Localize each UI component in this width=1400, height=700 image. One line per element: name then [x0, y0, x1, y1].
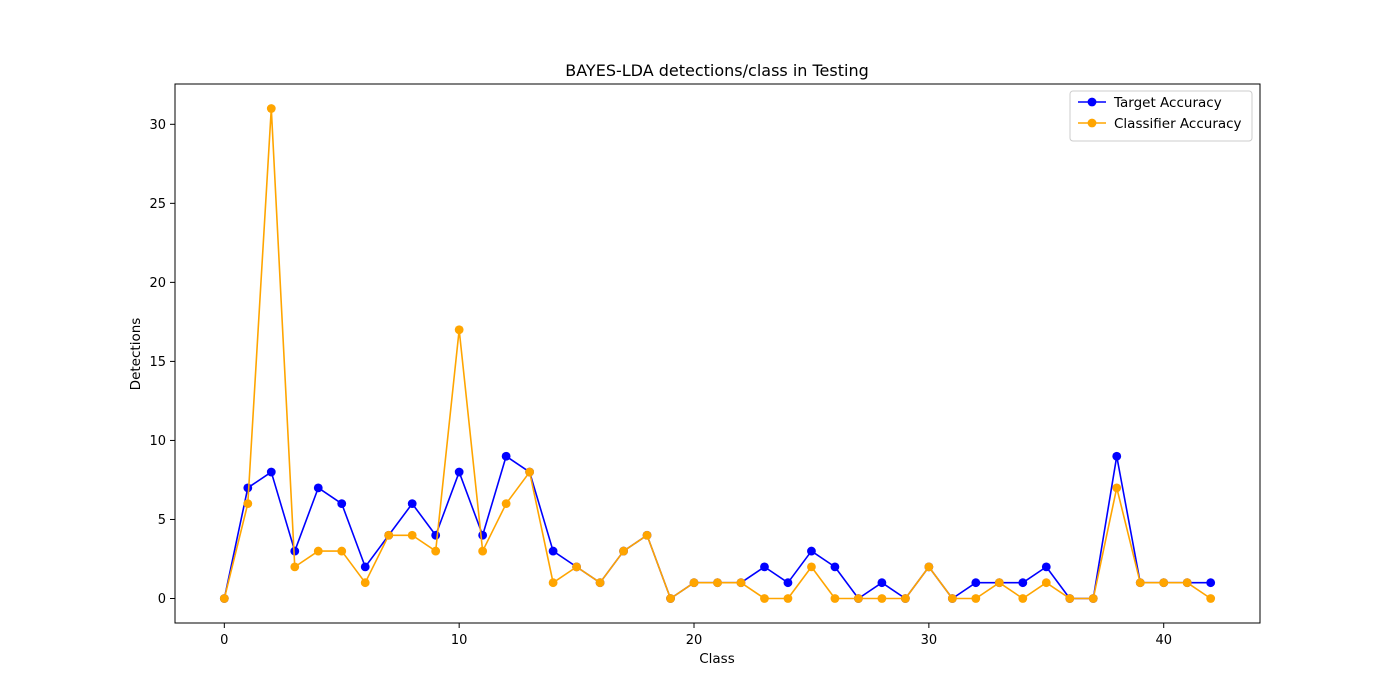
legend-label: Classifier Accuracy	[1114, 116, 1242, 132]
data-point	[1206, 578, 1216, 588]
x-tick-label: 40	[1155, 633, 1172, 648]
legend-item: Classifier Accuracy	[1078, 116, 1242, 132]
x-tick-label: 20	[686, 633, 703, 648]
data-point	[337, 499, 347, 509]
data-point	[431, 530, 441, 540]
legend-marker	[1087, 97, 1097, 107]
data-point	[243, 499, 253, 509]
legend-item: Target Accuracy	[1078, 95, 1222, 111]
series-1	[219, 104, 1216, 603]
data-point	[313, 483, 323, 493]
y-tick-label: 30	[149, 118, 166, 133]
data-point	[219, 594, 229, 603]
data-point	[807, 562, 816, 572]
y-tick-label: 5	[158, 513, 166, 528]
data-point	[830, 562, 840, 572]
data-point	[689, 578, 699, 588]
y-tick-label: 25	[149, 197, 166, 212]
data-point	[1041, 562, 1051, 572]
data-point	[1206, 594, 1216, 603]
axes: 0 10 20 30 40 0 5 10 15 20 25 30	[149, 83, 1261, 648]
data-point	[877, 594, 887, 603]
data-point	[1182, 578, 1192, 588]
data-point	[407, 530, 417, 540]
y-axis-label: Detections	[128, 318, 144, 391]
data-point	[713, 578, 722, 588]
data-point	[877, 578, 887, 588]
y-tick-label: 0	[158, 592, 166, 607]
x-axis-label: Class	[699, 651, 735, 667]
data-point	[384, 530, 394, 540]
data-point	[454, 325, 464, 335]
data-point	[454, 467, 464, 477]
data-point	[1112, 451, 1122, 461]
data-point	[1088, 594, 1098, 603]
data-point	[1065, 594, 1075, 603]
plot-area	[219, 104, 1216, 603]
data-point	[900, 594, 910, 603]
data-point	[760, 562, 769, 572]
data-point	[807, 546, 816, 556]
data-point	[994, 578, 1004, 588]
data-point	[1018, 578, 1028, 588]
data-point	[478, 530, 488, 540]
data-point	[290, 546, 300, 556]
data-point	[1135, 578, 1145, 588]
y-tick-label: 10	[149, 434, 166, 449]
data-point	[525, 467, 535, 477]
data-point	[243, 483, 253, 493]
data-point	[501, 499, 511, 509]
axes-frame	[174, 83, 1261, 624]
legend: Target Accuracy Classifier Accuracy	[1069, 90, 1253, 142]
data-point	[501, 451, 511, 461]
data-point	[1159, 578, 1169, 588]
data-point	[1112, 483, 1122, 493]
y-tick-label: 15	[149, 355, 166, 370]
data-point	[830, 594, 840, 603]
x-tick-label: 10	[451, 633, 468, 648]
data-point	[736, 578, 746, 588]
data-point	[666, 594, 675, 603]
x-tick-label: 30	[921, 633, 938, 648]
data-point	[1041, 578, 1051, 588]
data-point	[431, 546, 441, 556]
data-point	[783, 578, 793, 588]
data-point	[595, 578, 605, 588]
data-point	[971, 578, 981, 588]
x-tick-label: 0	[220, 633, 228, 648]
data-point	[266, 467, 276, 477]
data-point	[313, 546, 323, 556]
data-point	[619, 546, 628, 556]
data-point	[360, 562, 370, 572]
data-point	[854, 594, 863, 603]
data-point	[360, 578, 370, 588]
legend-box	[1069, 90, 1253, 142]
data-point	[947, 594, 957, 603]
data-point	[642, 530, 652, 540]
data-point	[548, 546, 558, 556]
data-point	[548, 578, 558, 588]
data-point	[572, 562, 581, 572]
data-point	[971, 594, 981, 603]
data-point	[266, 104, 276, 113]
y-tick-label: 20	[149, 276, 166, 291]
data-point	[290, 562, 300, 572]
data-point	[1018, 594, 1028, 603]
data-point	[478, 546, 488, 556]
data-point	[760, 594, 769, 603]
data-point	[924, 562, 934, 572]
data-point	[407, 499, 417, 509]
legend-label: Target Accuracy	[1113, 95, 1222, 111]
chart-title: BAYES-LDA detections/class in Testing	[565, 61, 869, 80]
legend-marker	[1087, 118, 1097, 128]
data-point	[337, 546, 347, 556]
data-point	[783, 594, 793, 603]
